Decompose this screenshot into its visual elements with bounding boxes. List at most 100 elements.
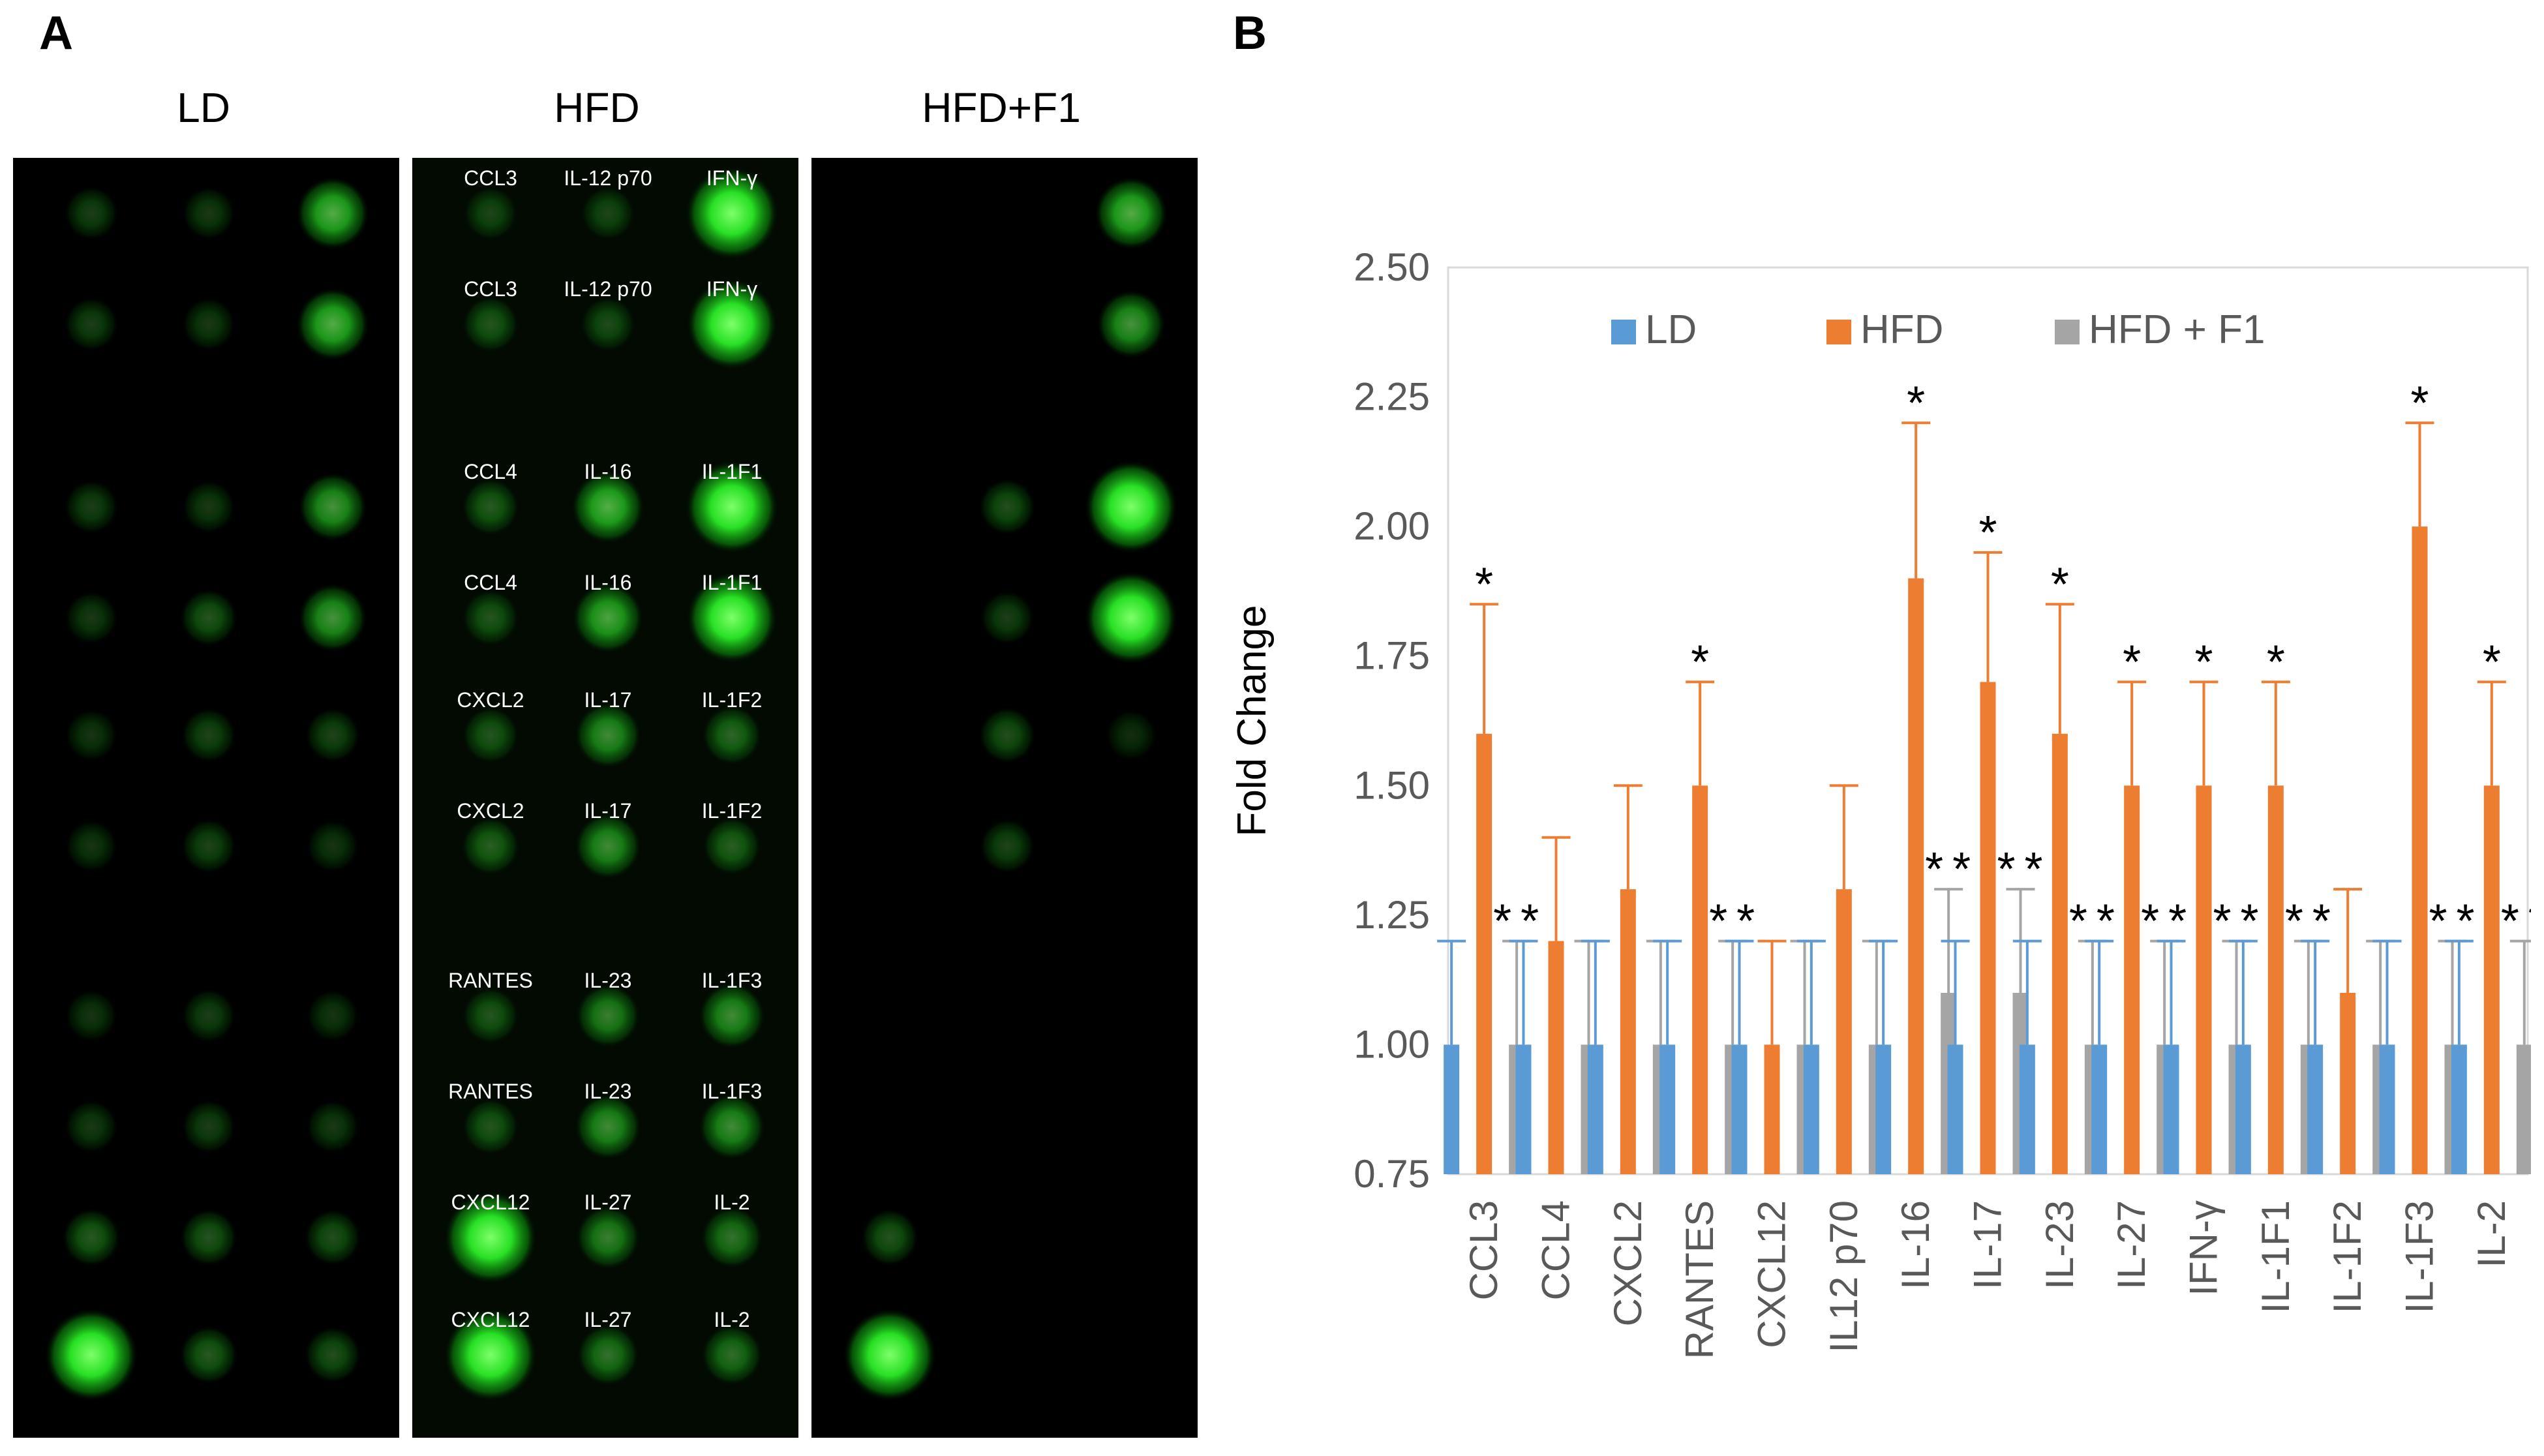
blot-dot xyxy=(181,297,236,352)
blot-dot xyxy=(698,982,766,1050)
blot-dot xyxy=(700,1206,764,1269)
blot-dot xyxy=(306,989,359,1042)
blot-dot xyxy=(860,1208,919,1267)
blot-dot xyxy=(702,816,762,876)
panel-a-letter: A xyxy=(39,7,73,59)
blot-dot xyxy=(461,816,521,876)
blot-title-hfd-f1: HFD+F1 xyxy=(922,84,1081,131)
blot-dot xyxy=(65,819,118,873)
significance-marker: * xyxy=(2483,636,2501,688)
blot-dot xyxy=(843,1308,937,1402)
blot-dot xyxy=(1084,571,1178,665)
x-tick-label: IL-2 xyxy=(2470,1200,2513,1267)
blot-spot-label: RANTES xyxy=(448,969,533,992)
bar xyxy=(2483,785,2500,1174)
bar xyxy=(1548,941,1564,1174)
significance-marker: * xyxy=(2213,896,2231,948)
blot-spot-label: IL-2 xyxy=(714,1191,750,1214)
x-tick-label: IL-16 xyxy=(1894,1200,1937,1290)
blot-spot-label: IL-27 xyxy=(584,1191,632,1214)
blot-spot-label: CCL4 xyxy=(464,460,517,483)
bar xyxy=(2451,1044,2467,1174)
blot-dot xyxy=(698,1093,766,1160)
blot-dot xyxy=(297,472,368,542)
blot-dot xyxy=(305,707,361,763)
significance-marker: * xyxy=(1493,896,1511,948)
x-tick-label: IFN-γ xyxy=(2182,1200,2226,1296)
blot-dot xyxy=(574,812,642,880)
blot-spot-label: IL-1F1 xyxy=(701,460,763,483)
significance-marker: * xyxy=(2410,377,2429,429)
blot-dot xyxy=(65,989,118,1042)
x-tick-label: IL-1F1 xyxy=(2254,1200,2297,1313)
blot-spot-label: IL-1F1 xyxy=(701,571,763,594)
significance-marker: * xyxy=(2285,896,2303,948)
blot-dot xyxy=(63,296,119,352)
bar xyxy=(1444,1044,1460,1174)
bar xyxy=(1476,733,1492,1174)
blot-spot-label: IL-27 xyxy=(584,1308,632,1331)
blot-dot xyxy=(179,1325,239,1385)
bar xyxy=(1875,1044,1892,1174)
blot-dot xyxy=(576,1323,640,1387)
bar xyxy=(1692,785,1708,1174)
significance-marker: * xyxy=(2123,636,2141,688)
x-tick-label: RANTES xyxy=(1678,1200,1721,1359)
legend-label: HFD xyxy=(1860,307,1943,352)
blot-title-hfd: HFD xyxy=(554,84,640,131)
bar xyxy=(2052,733,2068,1174)
blot-spot-label: CCL4 xyxy=(464,571,517,594)
blot-dot xyxy=(306,819,359,873)
bar xyxy=(2379,1044,2395,1174)
blot-hfd-f1 xyxy=(811,158,1198,1438)
blot-title-ld: LD xyxy=(177,84,230,131)
significance-marker: * xyxy=(1907,377,1925,429)
significance-marker: * xyxy=(2141,896,2159,948)
y-tick-label: 1.50 xyxy=(1354,763,1430,807)
blot-dot xyxy=(181,186,236,241)
blot-spot-label: IFN-γ xyxy=(706,277,758,301)
y-tick-label: 1.00 xyxy=(1354,1022,1430,1066)
legend-swatch xyxy=(2055,320,2080,344)
blot-dot xyxy=(303,1326,362,1384)
blot-dot xyxy=(461,986,520,1045)
bar xyxy=(2340,993,2356,1174)
blot-dot xyxy=(303,1208,362,1267)
blot-dot xyxy=(580,185,636,241)
significance-marker: * xyxy=(1736,896,1755,948)
blot-dot xyxy=(979,590,1035,646)
blot-dot xyxy=(63,185,119,241)
blot-dot xyxy=(574,701,642,769)
x-tick-label: IL-1F2 xyxy=(2325,1200,2369,1313)
blot-dot xyxy=(295,287,370,361)
blot-spot-label: CCL3 xyxy=(464,166,517,190)
blot-dot xyxy=(685,166,779,260)
bar xyxy=(2412,526,2428,1174)
blot-dot xyxy=(580,296,636,352)
legend-swatch xyxy=(1611,320,1636,344)
significance-marker: * xyxy=(2267,636,2285,688)
blot-dot xyxy=(179,588,238,647)
significance-marker: * xyxy=(2097,896,2115,948)
bar xyxy=(2196,785,2212,1174)
significance-marker: * xyxy=(1709,896,1727,948)
significance-marker: * xyxy=(2528,896,2531,948)
bar xyxy=(1980,682,1996,1174)
bar xyxy=(2307,1044,2324,1174)
significance-marker: * xyxy=(1997,843,2015,896)
blot-spot-label: CXCL2 xyxy=(457,799,524,823)
blot-spot-label: IL-1F3 xyxy=(701,1080,763,1103)
blot-spot-label: IL-12 p70 xyxy=(564,277,652,301)
blot-dot xyxy=(685,460,779,554)
bar-chart: 0.75 1.00 1.25 1.50 1.75 2.00 2.25 2.50 Fold Cha… xyxy=(1230,248,2531,1359)
blot-dot xyxy=(461,295,520,354)
blot-dot xyxy=(63,479,119,535)
significance-marker: * xyxy=(2024,843,2042,896)
blot-dot xyxy=(701,705,763,766)
significance-marker: * xyxy=(2240,896,2258,948)
significance-marker: * xyxy=(2456,896,2474,948)
blot-dots xyxy=(843,176,1178,1402)
bar xyxy=(1836,889,1852,1174)
bar xyxy=(2124,785,2140,1174)
blot-dot xyxy=(1084,460,1178,554)
